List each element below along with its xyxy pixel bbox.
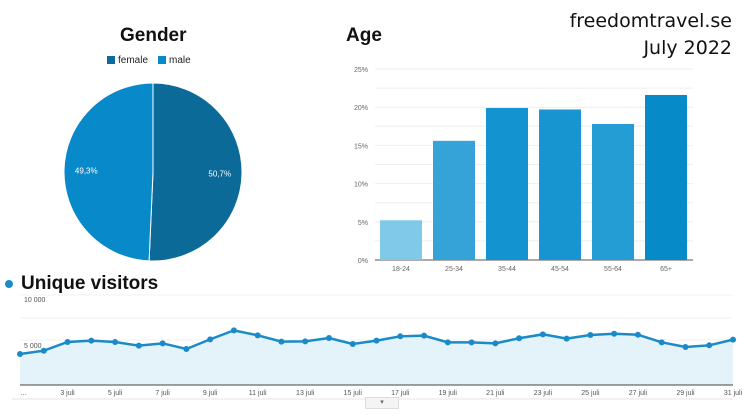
x-tick: 31 juli: [724, 390, 743, 397]
data-point: [444, 339, 451, 346]
gender-title: Gender: [120, 25, 187, 46]
data-point: [563, 335, 570, 342]
visitors-line-chart: 10 000 5 000 … 3 juli 5 juli 7 juli 9 juli 11 j…: [12, 294, 743, 400]
age-bar-chart: 0% 5% 10% 15% 20% 25% 18-24 25-34 35-44 45-54 55-6…: [354, 67, 693, 273]
data-point: [40, 347, 47, 354]
data-point: [135, 342, 142, 349]
y-tick: 15%: [354, 143, 368, 150]
gender-pie: 50,7% 49,3%: [63, 82, 243, 262]
data-point: [468, 339, 475, 346]
legend-male: male: [158, 55, 191, 66]
y-tick: 10%: [354, 182, 368, 189]
site-name: freedomtravel.se: [569, 10, 732, 32]
x-tick: 35-44: [498, 266, 516, 273]
data-point: [730, 336, 736, 343]
gender-legend: female male: [107, 55, 191, 66]
bar-35-44: [486, 107, 528, 261]
data-point: [349, 340, 356, 347]
brand-title: freedomtravel.se July 2022: [570, 8, 732, 62]
visitors-header: Unique visitors: [5, 273, 158, 295]
y-tick: 25%: [354, 67, 368, 74]
data-point: [611, 330, 618, 337]
x-tick: …: [20, 390, 27, 397]
x-tick: 11 juli: [249, 390, 267, 397]
data-point: [183, 346, 190, 352]
x-tick: 3 juli: [60, 390, 75, 397]
x-tick: 21 juli: [486, 390, 505, 397]
x-tick: 29 juli: [676, 390, 695, 397]
bar-55-64: [592, 124, 634, 261]
bar-25-34: [433, 140, 475, 260]
data-point: [516, 335, 523, 342]
x-tick: 27 juli: [629, 390, 648, 397]
data-point: [88, 337, 95, 344]
series-dot-icon: [5, 280, 13, 288]
data-point: [397, 333, 404, 340]
data-point: [254, 332, 261, 339]
visitors-title: Unique visitors: [21, 273, 159, 294]
x-tick: 45-54: [551, 266, 569, 273]
data-point: [421, 332, 428, 339]
bar-45-54: [539, 109, 581, 260]
data-point: [207, 336, 214, 343]
x-tick: 5 juli: [108, 390, 123, 397]
x-tick: 55-64: [604, 266, 622, 273]
x-tick: 9 juli: [203, 390, 218, 397]
x-tick: 23 juli: [534, 390, 553, 397]
pie-slice-female: [148, 82, 243, 262]
data-point: [230, 327, 237, 334]
age-title: Age: [346, 25, 382, 46]
x-tick: 19 juli: [439, 390, 458, 397]
y-tick: 5%: [358, 220, 368, 227]
data-point: [159, 340, 166, 347]
data-point: [302, 338, 309, 345]
area-fill: [20, 330, 733, 385]
x-tick: 15 juli: [344, 390, 363, 397]
x-tick: 25-34: [445, 266, 463, 273]
y-tick: 0%: [358, 258, 368, 265]
data-point: [64, 338, 71, 345]
x-tick: 17 juli: [391, 390, 410, 397]
data-point: [325, 335, 332, 342]
x-tick: 25 juli: [581, 390, 600, 397]
data-point: [112, 338, 119, 345]
pie-slice-male: [63, 82, 154, 262]
legend-female: female: [107, 55, 148, 66]
data-point: [587, 331, 594, 338]
pie-label-female: 50,7%: [208, 169, 231, 178]
x-tick: 65+: [660, 266, 672, 273]
y-tick: 10 000: [24, 297, 46, 304]
expand-button[interactable]: ▾: [365, 397, 399, 409]
bar-18-24: [380, 220, 422, 260]
data-point: [706, 342, 713, 349]
bar-65+: [645, 94, 687, 260]
y-tick: 5 000: [24, 343, 42, 350]
data-point: [539, 331, 546, 338]
data-point: [492, 340, 499, 347]
period: July 2022: [643, 37, 732, 59]
data-point: [682, 344, 689, 351]
y-tick: 20%: [354, 105, 368, 112]
data-point: [658, 339, 665, 346]
x-tick: 13 juli: [296, 390, 315, 397]
data-point: [634, 331, 641, 338]
data-point: [278, 338, 285, 345]
x-tick: 7 juli: [155, 390, 170, 397]
pie-label-male: 49,3%: [75, 167, 98, 176]
data-point: [17, 351, 23, 358]
data-point: [373, 337, 380, 344]
x-tick: 18-24: [392, 266, 410, 273]
